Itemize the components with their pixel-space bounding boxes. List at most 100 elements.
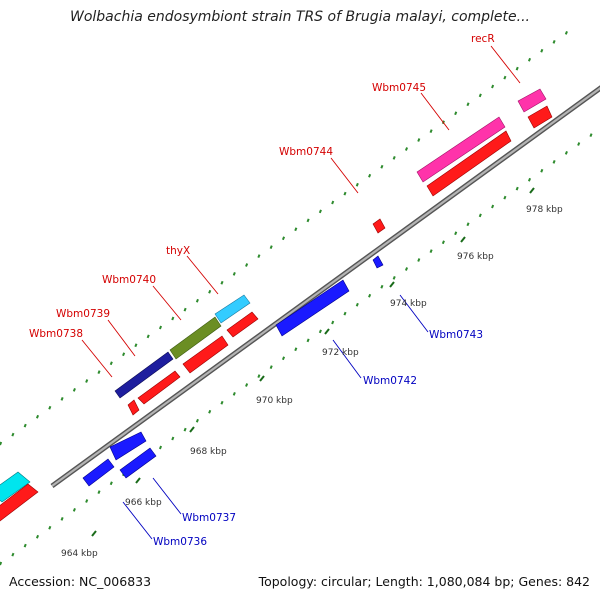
tick-978 (529, 187, 535, 194)
scale-ticks: 964 kbp 966 kbp 968 kbp 970 kbp 972 kbp … (61, 187, 563, 559)
guide-dot (23, 543, 27, 548)
tick-label-976: 976 kbp (457, 252, 494, 262)
guide-dot (429, 129, 433, 133)
guide-dot (109, 361, 113, 366)
gene-wbm0736 (82, 458, 115, 487)
gene-wbm0739 (114, 351, 174, 399)
guide-dot (478, 213, 482, 218)
guide-dot (355, 182, 359, 187)
guide-dot (540, 48, 544, 53)
guide-dot (343, 311, 347, 316)
guide-dot (331, 200, 335, 205)
guide-dot (417, 258, 421, 262)
tick-970 (259, 375, 265, 382)
gene-wbm0737b (109, 431, 147, 461)
tick-label-974: 974 kbp (390, 299, 427, 309)
cds-wbm0745 (426, 130, 512, 197)
guide-dot (35, 414, 40, 419)
guide-dot (281, 356, 286, 361)
leader-wbm0738 (81, 339, 113, 378)
label-wbm0736: Wbm0736 (153, 536, 207, 548)
guide-dot (146, 334, 150, 339)
cds-wbm0739 (137, 370, 181, 405)
tick-966 (135, 477, 141, 484)
leader-wbm0739 (107, 319, 136, 357)
guide-dot (11, 432, 15, 437)
guide-dot (589, 133, 593, 137)
leader-wbm0745 (420, 92, 450, 131)
label-wbm0745: Wbm0745 (372, 82, 426, 94)
guide-dot (306, 218, 310, 223)
cds-wbm0744 (372, 218, 386, 234)
guide-dot (0, 441, 3, 446)
guide-dot (232, 392, 236, 396)
guide-dot (0, 561, 3, 566)
leader-wbm0737 (152, 477, 182, 515)
guide-dot (109, 481, 113, 486)
guide-dot (466, 102, 470, 107)
label-wbm0744: Wbm0744 (279, 146, 333, 158)
guide-dot (48, 525, 52, 530)
guide-dot (478, 93, 482, 98)
leader-thyx (186, 255, 219, 295)
guide-dot (491, 84, 495, 89)
guide-dot (564, 31, 568, 35)
cds-recr (527, 105, 553, 129)
gene-wbm0737 (119, 447, 157, 479)
guide-dot (85, 499, 89, 503)
guide-dot (134, 343, 138, 348)
cds-thyx (226, 311, 259, 338)
guide-dot (318, 209, 322, 214)
guide-dot (515, 66, 519, 71)
cds-wbm0740 (182, 335, 229, 374)
guide-dot (245, 383, 249, 387)
guide-dot (527, 177, 532, 182)
leader-wbm0743 (399, 294, 429, 333)
guide-dot (158, 325, 163, 330)
guide-dot (257, 254, 261, 258)
guide-dot (72, 508, 76, 512)
reverse-gene-track (82, 255, 384, 487)
guide-dot (355, 302, 359, 307)
guide-dot (441, 240, 445, 245)
guide-dot (60, 517, 64, 521)
leader-wbm0742 (332, 339, 362, 379)
genome-summary: Topology: circular; Length: 1,080,084 bp… (258, 574, 590, 589)
guide-dot (122, 352, 126, 357)
guide-dot (208, 409, 212, 414)
guide-dot (491, 204, 495, 209)
guide-dot (269, 245, 273, 249)
gene-wbm0745 (416, 116, 506, 183)
label-wbm0742: Wbm0742 (363, 375, 417, 387)
guide-dot (527, 57, 532, 62)
cds-wbm0738 (127, 399, 140, 416)
label-wbm0738: Wbm0738 (29, 328, 83, 340)
edge-gene-red (0, 483, 39, 522)
leader-wbm0744 (330, 157, 359, 194)
label-thyx: thyX (166, 245, 190, 257)
tick-968 (189, 426, 195, 433)
guide-dot (245, 263, 249, 267)
guide-dot (392, 276, 396, 280)
tick-label-968: 968 kbp (190, 447, 227, 457)
guide-dot (331, 320, 335, 325)
forward-cds-track (127, 105, 553, 416)
tick-976 (460, 236, 466, 243)
tick-974 (389, 281, 395, 288)
guide-dot (368, 293, 372, 298)
label-wbm0743: Wbm0743 (429, 329, 483, 341)
guide-dot (404, 147, 409, 151)
guide-dot (195, 298, 199, 303)
guide-dot (318, 329, 322, 334)
guide-dot (171, 436, 175, 441)
guide-dot (35, 534, 40, 539)
guide-dot (171, 316, 175, 321)
guide-dot (183, 427, 187, 432)
guide-dot (503, 195, 507, 200)
guide-dot (183, 307, 187, 312)
guide-dot (72, 388, 76, 392)
label-wbm0737: Wbm0737 (182, 512, 236, 524)
tick-label-972: 972 kbp (322, 348, 359, 358)
guide-dot (85, 379, 89, 383)
